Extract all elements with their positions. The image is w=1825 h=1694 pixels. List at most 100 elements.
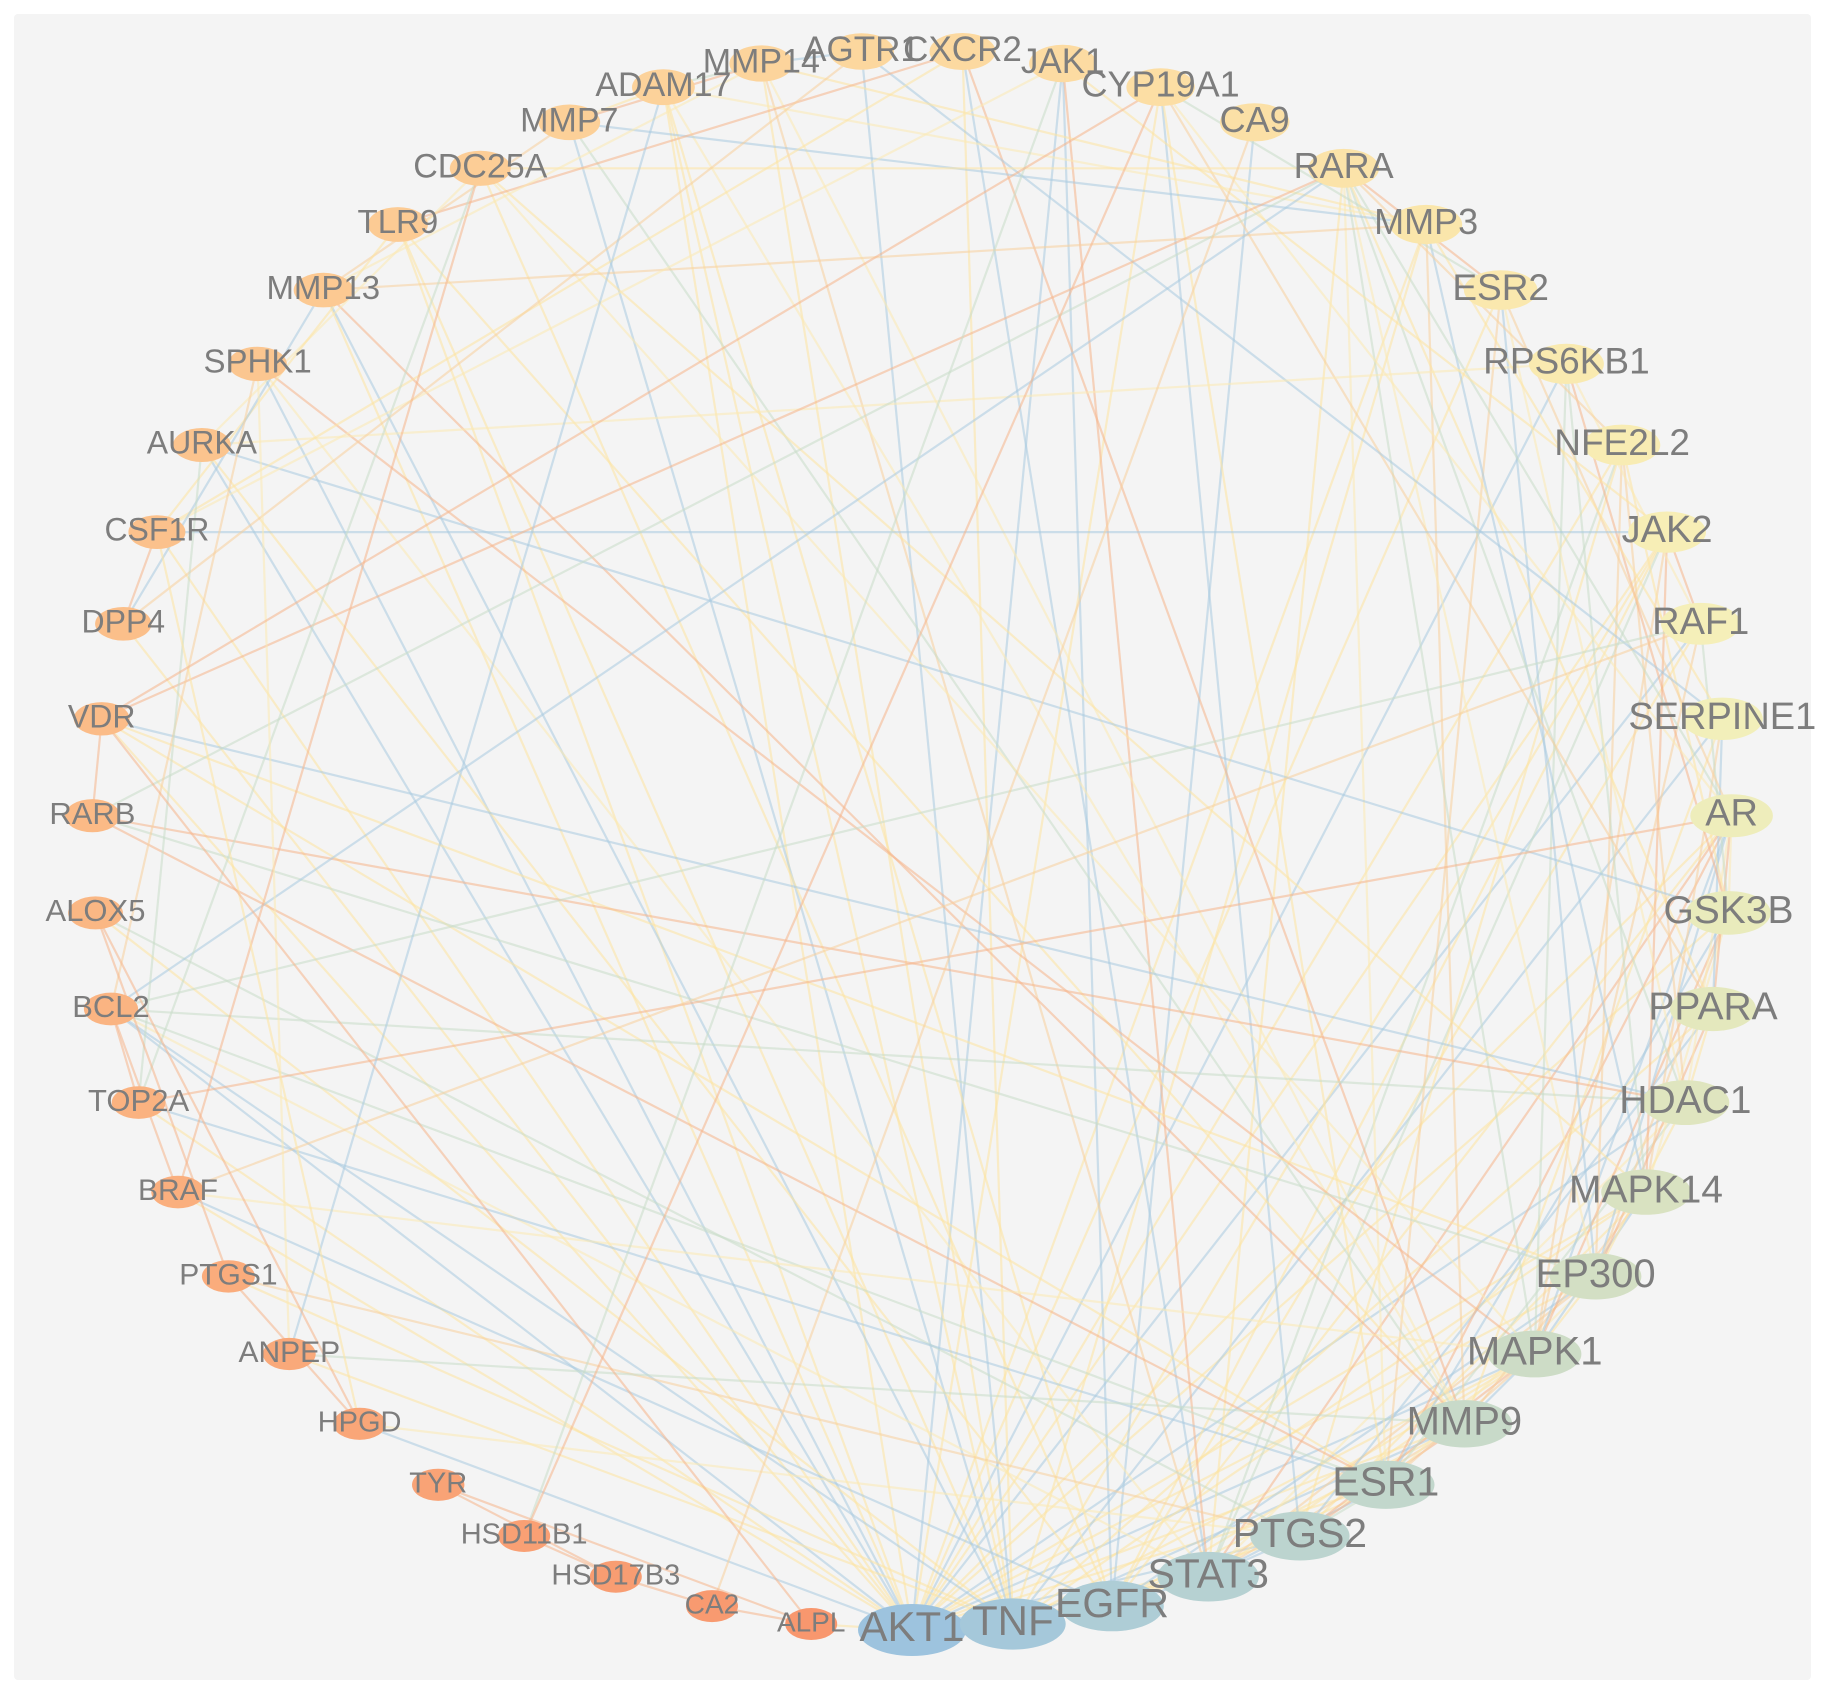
node-mmp13[interactable] bbox=[293, 272, 353, 308]
edge-egfr-jak1 bbox=[1061, 63, 1114, 1607]
node-label-dpp4: DPP4 bbox=[82, 603, 166, 639]
edge-stat3-jak1 bbox=[1061, 63, 1210, 1577]
node-mmp7[interactable] bbox=[538, 104, 601, 141]
node-stat3[interactable] bbox=[1157, 1551, 1259, 1602]
node-hsd17b3[interactable] bbox=[589, 1560, 642, 1593]
node-serpine1[interactable] bbox=[1681, 697, 1763, 740]
edge-ep300-nfe2l2 bbox=[1594, 444, 1624, 1277]
node-alpl[interactable] bbox=[785, 1608, 838, 1640]
edge-rara-bcl2 bbox=[110, 167, 1345, 1010]
edge-esr1-rarb bbox=[91, 814, 1387, 1486]
node-tlr9[interactable] bbox=[367, 207, 428, 242]
node-csf1r[interactable] bbox=[128, 515, 186, 549]
node-label-tnf: TNF bbox=[972, 1597, 1054, 1644]
node-agtr1[interactable] bbox=[829, 33, 894, 70]
node-jak1[interactable] bbox=[1029, 44, 1097, 83]
node-label-mmp14: MMP14 bbox=[703, 42, 820, 80]
node-alox5[interactable] bbox=[68, 896, 123, 930]
node-hpgd[interactable] bbox=[333, 1407, 386, 1440]
node-rara[interactable] bbox=[1308, 148, 1380, 188]
node-label-mmp13: MMP13 bbox=[266, 269, 380, 306]
node-rarb[interactable] bbox=[64, 799, 120, 833]
node-dpp4[interactable] bbox=[95, 607, 152, 641]
edge-tnf-bcl2 bbox=[110, 1008, 1014, 1625]
node-ppara[interactable] bbox=[1670, 986, 1756, 1032]
node-label-mapk1: MAPK1 bbox=[1467, 1330, 1603, 1374]
edge-jak1-hsd11b1 bbox=[523, 63, 1064, 1537]
edge-stat3-sphk1 bbox=[256, 363, 1210, 1578]
edge-ptgs2-ptgs1 bbox=[228, 1275, 1301, 1538]
edge-esr1-vdr bbox=[101, 717, 1387, 1486]
node-cyp19a1[interactable] bbox=[1126, 68, 1195, 107]
node-tyr[interactable] bbox=[412, 1468, 465, 1501]
edge-mapk1-raf1 bbox=[1533, 623, 1702, 1355]
node-cxcr2[interactable] bbox=[929, 33, 996, 70]
node-vdr[interactable] bbox=[73, 702, 130, 736]
node-bcl2[interactable] bbox=[83, 992, 139, 1026]
node-label-nfe2l2: NFE2L2 bbox=[1554, 422, 1690, 463]
node-top2a[interactable] bbox=[111, 1086, 166, 1119]
node-aurka[interactable] bbox=[173, 428, 231, 462]
node-nfe2l2[interactable] bbox=[1583, 424, 1661, 466]
edge-mmp7-mmp13 bbox=[322, 121, 570, 292]
node-sphk1[interactable] bbox=[228, 346, 287, 382]
edge-akt1-raf1 bbox=[911, 623, 1702, 1631]
node-label-mapk14: MAPK14 bbox=[1569, 1168, 1723, 1211]
node-esr1[interactable] bbox=[1337, 1460, 1435, 1509]
edge-adam17-anpep bbox=[288, 86, 665, 1355]
node-jak2[interactable] bbox=[1628, 511, 1706, 553]
node-mapk14[interactable] bbox=[1601, 1169, 1691, 1215]
node-ca9[interactable] bbox=[1219, 103, 1290, 142]
node-ca2[interactable] bbox=[686, 1590, 738, 1623]
edge-mapk14-rps6kb1 bbox=[1565, 363, 1648, 1193]
node-mmp9[interactable] bbox=[1416, 1400, 1513, 1448]
edge-jak2-jak1 bbox=[1062, 62, 1668, 533]
edge-stat3-cxcr2 bbox=[961, 51, 1210, 1577]
node-rps6kb1[interactable] bbox=[1528, 343, 1604, 384]
edge-tnf-ppara bbox=[1012, 1008, 1714, 1625]
edge-hdac1-rara bbox=[1342, 167, 1687, 1103]
node-label-esr1: ESR1 bbox=[1332, 1459, 1439, 1505]
node-mmp14[interactable] bbox=[729, 45, 794, 82]
node-label-ep300: EP300 bbox=[1536, 1252, 1656, 1296]
node-label-aurka: AURKA bbox=[147, 424, 258, 460]
edge-stat3-rara bbox=[1207, 168, 1345, 1577]
node-anpep[interactable] bbox=[262, 1337, 316, 1371]
node-cdc25a[interactable] bbox=[449, 150, 511, 186]
edge-hdac1-vdr bbox=[101, 717, 1686, 1104]
edge-akt1-vdr bbox=[100, 718, 913, 1631]
node-mmp3[interactable] bbox=[1390, 204, 1463, 245]
edge-akt1-rps6kb1 bbox=[911, 363, 1568, 1631]
node-label-ca2: CA2 bbox=[685, 1588, 739, 1619]
node-label-jak2: JAK2 bbox=[1622, 509, 1713, 551]
node-tnf[interactable] bbox=[959, 1598, 1066, 1650]
node-ptgs1[interactable] bbox=[201, 1260, 255, 1293]
edge-aurka-top2a bbox=[137, 444, 203, 1103]
node-akt1[interactable] bbox=[858, 1604, 966, 1656]
edge-esr1-ep300 bbox=[1385, 1275, 1597, 1486]
node-label-mmp9: MMP9 bbox=[1407, 1399, 1523, 1443]
node-ptgs2[interactable] bbox=[1250, 1511, 1350, 1561]
edge-tnf-alox5 bbox=[94, 912, 1014, 1625]
node-label-ptgs1: PTGS1 bbox=[179, 1258, 277, 1291]
node-hdac1[interactable] bbox=[1641, 1080, 1730, 1125]
edge-akt1-tlr9 bbox=[396, 224, 914, 1631]
edge-akt1-nfe2l2 bbox=[911, 444, 1624, 1631]
node-gsk3b[interactable] bbox=[1686, 891, 1771, 935]
node-egfr[interactable] bbox=[1060, 1580, 1164, 1632]
edge-vdr-cyp19a1 bbox=[101, 86, 1162, 720]
node-raf1[interactable] bbox=[1661, 602, 1741, 645]
edge-stat3-bcl2 bbox=[110, 1008, 1209, 1578]
edge-ppara-cyp19a1 bbox=[1159, 86, 1714, 1010]
node-esr2[interactable] bbox=[1463, 270, 1538, 310]
node-hsd11b1[interactable] bbox=[497, 1520, 551, 1552]
node-ar[interactable] bbox=[1690, 794, 1773, 838]
node-braf[interactable] bbox=[151, 1175, 205, 1209]
node-mapk1[interactable] bbox=[1488, 1330, 1582, 1378]
node-ep300[interactable] bbox=[1549, 1253, 1642, 1300]
edge-akt1-esr2 bbox=[910, 289, 1502, 1631]
node-adam17[interactable] bbox=[632, 69, 695, 106]
node-label-ca9: CA9 bbox=[1220, 99, 1290, 140]
edge-akt1-mapk1 bbox=[911, 1352, 1536, 1632]
edge-akt1-bcl2 bbox=[110, 1008, 913, 1631]
